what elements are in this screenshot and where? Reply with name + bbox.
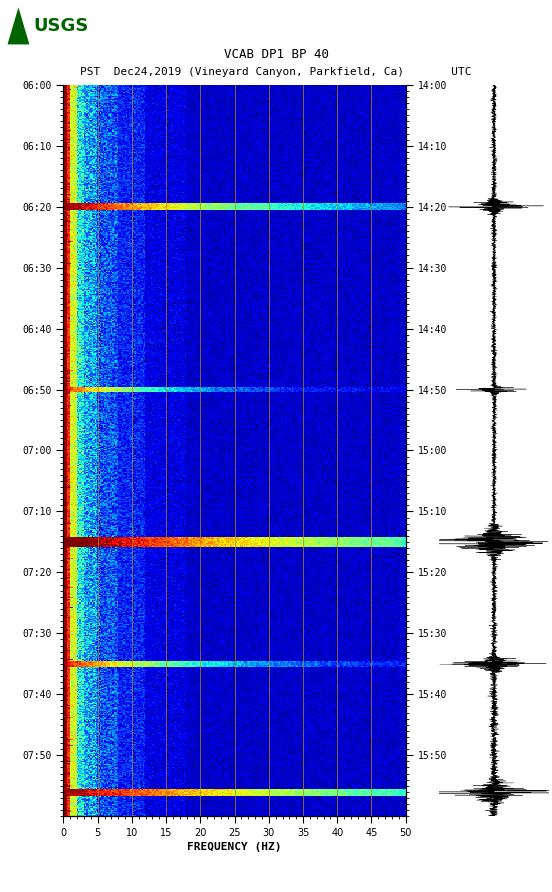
Text: VCAB DP1 BP 40: VCAB DP1 BP 40: [224, 48, 328, 61]
Text: USGS: USGS: [33, 17, 89, 35]
X-axis label: FREQUENCY (HZ): FREQUENCY (HZ): [187, 842, 282, 852]
Polygon shape: [8, 7, 29, 45]
Text: PST  Dec24,2019 (Vineyard Canyon, Parkfield, Ca)       UTC: PST Dec24,2019 (Vineyard Canyon, Parkfie…: [80, 67, 472, 77]
